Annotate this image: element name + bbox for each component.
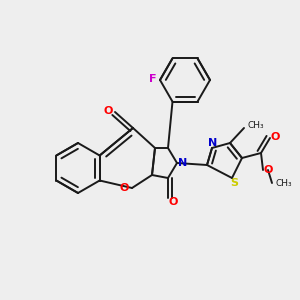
Text: N: N — [208, 138, 217, 148]
Text: F: F — [149, 74, 157, 84]
Text: O: O — [168, 197, 178, 207]
Text: O: O — [103, 106, 113, 116]
Text: S: S — [230, 178, 238, 188]
Text: CH₃: CH₃ — [247, 122, 264, 130]
Text: CH₃: CH₃ — [276, 178, 292, 188]
Text: O: O — [270, 132, 280, 142]
Text: O: O — [263, 165, 273, 175]
Text: N: N — [178, 158, 188, 168]
Text: O: O — [119, 183, 129, 193]
